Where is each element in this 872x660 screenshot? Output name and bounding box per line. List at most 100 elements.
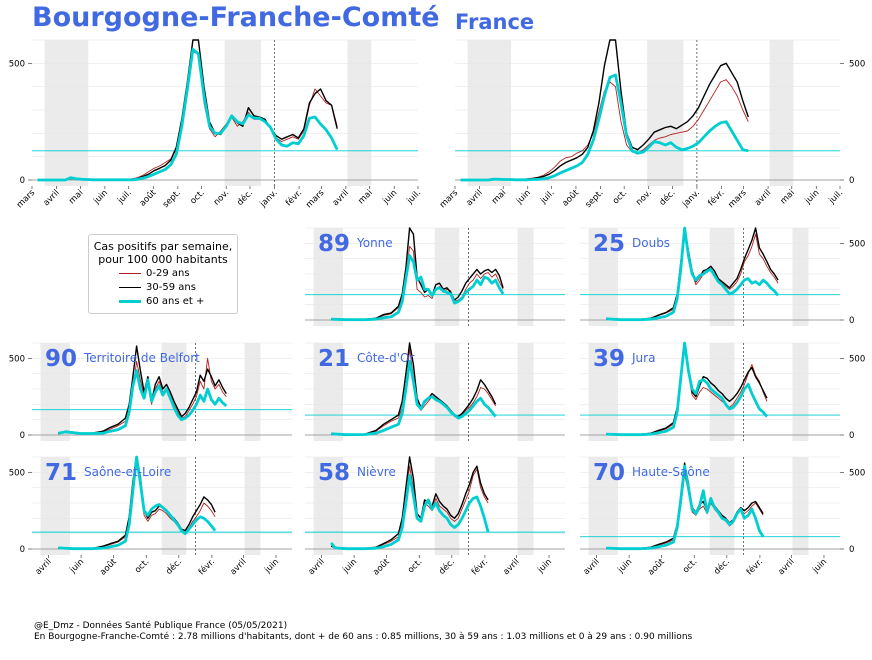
series-line-senior <box>58 455 217 551</box>
series-line-senior <box>331 254 505 322</box>
x-tick-label: juin <box>810 557 829 576</box>
dept-name: Yonne <box>356 236 393 250</box>
footer-source: @E_Dmz - Données Santé Publique France (… <box>34 621 288 631</box>
legend-line-senior <box>119 300 141 303</box>
x-tick-label: mars <box>438 188 461 211</box>
series-line-young <box>606 474 764 550</box>
x-tick-label: mai <box>67 188 85 206</box>
dept-name: Doubs <box>632 236 670 250</box>
x-tick-label: août <box>646 557 667 578</box>
x-tick-label: août <box>371 557 392 578</box>
legend-label-middle: 30-59 ans <box>146 282 196 293</box>
legend-line-middle <box>119 287 141 288</box>
x-tick-label: mai <box>490 188 508 206</box>
series-line-senior <box>37 47 339 182</box>
series-line-middle <box>606 342 768 436</box>
chart-panel-71: 0 500 avril juin août oct. déc. févr. avril juin 7… <box>9 455 292 578</box>
y-tick-label: 0 <box>20 176 25 186</box>
shaded-period <box>244 457 261 555</box>
x-tick-label: août <box>138 188 159 209</box>
x-tick-label: juin <box>616 557 635 576</box>
dept-name: Haute-Saône <box>632 465 710 479</box>
series-line-young <box>58 357 227 435</box>
x-tick-label: mars <box>304 188 327 211</box>
shaded-period <box>588 228 618 326</box>
y-tick-label: 0 <box>20 545 25 555</box>
shaded-period <box>224 40 262 186</box>
legend-item-senior: 60 ans et + <box>89 295 237 309</box>
x-tick-label: févr. <box>706 187 727 208</box>
chart-panel-25: 0 500 25 Doubs <box>580 226 865 326</box>
legend-label-senior: 60 ans et + <box>146 296 205 307</box>
shaded-period <box>44 40 89 186</box>
x-tick-label: juin <box>514 188 533 207</box>
x-tick-label: avril <box>34 557 54 577</box>
footer-population: En Bourgogne-Franche-Comté : 2.78 millio… <box>34 632 693 642</box>
legend-line-young <box>119 273 141 274</box>
dept-number: 71 <box>45 460 77 486</box>
series-line-senior <box>606 341 768 437</box>
x-tick-label: nov. <box>212 188 232 208</box>
shaded-period <box>792 343 809 441</box>
shaded-period <box>347 40 372 186</box>
series-line-middle <box>57 345 227 435</box>
y-tick-label: 500 <box>9 59 25 69</box>
series-line-senior <box>460 73 749 182</box>
legend-item-young: 0-29 ans <box>89 267 237 281</box>
shaded-period <box>434 343 460 441</box>
x-tick-label: oct. <box>406 557 424 575</box>
x-tick-label: déc. <box>436 556 457 577</box>
legend-title-line2: pour 100 000 habitants <box>98 253 228 266</box>
x-tick-label: juin <box>803 188 822 207</box>
y-tick-label: 500 <box>9 354 25 364</box>
shaded-period <box>313 457 343 555</box>
x-tick-label: févr. <box>744 556 765 577</box>
legend-title-line1: Cas positifs par semaine, <box>93 240 233 253</box>
dept-number: 25 <box>593 231 625 257</box>
x-tick-label: juin <box>91 188 110 207</box>
x-tick-label: juin <box>68 557 87 576</box>
x-tick-label: oct. <box>611 188 629 206</box>
chart-panel-58: avril juin août oct. déc. févr. avril juin 58 Niè… <box>305 456 565 578</box>
x-tick-label: avril <box>307 557 327 577</box>
x-tick-label: févr. <box>196 556 217 577</box>
region-title: Bourgogne-Franche-Comté <box>32 2 440 33</box>
y-tick-label: 0 <box>849 316 854 326</box>
series-line-middle <box>331 342 497 436</box>
series-line-middle <box>606 227 779 321</box>
x-tick-label: avril <box>776 557 796 577</box>
shaded-period <box>161 457 187 555</box>
y-tick-label: 0 <box>20 431 25 441</box>
shaded-period <box>40 343 70 441</box>
x-tick-label: avril <box>331 188 351 208</box>
dept-name: Saône-et-Loire <box>84 465 171 479</box>
dept-number: 89 <box>318 231 350 257</box>
dept-number: 70 <box>593 460 625 486</box>
x-tick-label: juin <box>381 188 400 207</box>
shaded-period <box>517 228 534 326</box>
x-tick-label: mai <box>356 188 374 206</box>
shaded-period <box>792 457 809 555</box>
series-line-middle <box>331 227 504 321</box>
x-tick-label: janv. <box>258 188 280 210</box>
shaded-period <box>40 457 70 555</box>
shaded-period <box>434 457 460 555</box>
dept-name: Côte-d'Or <box>357 351 415 365</box>
x-tick-label: déc. <box>235 187 256 208</box>
x-tick-label: oct. <box>681 557 699 575</box>
legend: Cas positifs par semaine, pour 100 000 h… <box>88 234 238 314</box>
shaded-period <box>313 343 343 441</box>
x-tick-label: juil. <box>115 188 134 207</box>
x-tick-label: mars <box>15 188 38 211</box>
x-tick-label: juin <box>262 557 281 576</box>
dept-number: 58 <box>318 460 350 486</box>
x-tick-label: févr. <box>469 556 490 577</box>
x-tick-label: avril <box>464 188 484 208</box>
x-tick-label: déc. <box>657 187 678 208</box>
x-tick-label: août <box>560 188 581 209</box>
chart-panel-89: 89 Yonne <box>305 227 565 326</box>
shaded-period <box>769 40 794 186</box>
series-line-senior <box>606 464 765 551</box>
